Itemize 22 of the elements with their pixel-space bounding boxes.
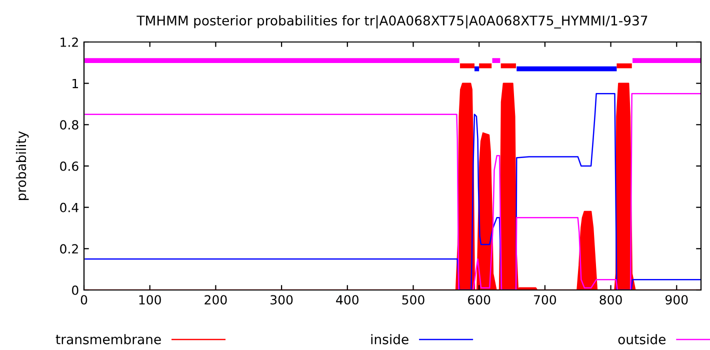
legend-label: transmembrane	[56, 334, 161, 344]
y-tick-label: 1	[72, 78, 78, 88]
y-tick-label: 0.4	[60, 202, 78, 212]
x-tick-label: 400	[336, 295, 358, 305]
x-tick-label: 500	[402, 295, 424, 305]
x-tick-label: 700	[534, 295, 556, 305]
y-tick-label: 0.2	[60, 244, 78, 254]
y-tick-label: 1.2	[60, 37, 78, 47]
legend-label: inside	[371, 334, 408, 344]
chart-title: TMHMM posterior probabilities for tr|A0A068XT75|A0A068XT75_HYMMI/1-937	[136, 15, 648, 28]
legend-label: outside	[618, 334, 666, 344]
y-tick-label: 0.6	[60, 161, 78, 171]
y-axis-title: probability	[16, 131, 29, 200]
x-tick-label: 200	[204, 295, 227, 305]
x-tick-label: 600	[468, 295, 490, 305]
x-tick-label: 0	[80, 295, 88, 305]
x-tick-label: 100	[139, 295, 161, 305]
x-tick-label: 300	[270, 295, 293, 305]
x-tick-label: 800	[600, 295, 622, 305]
y-tick-label: 0	[72, 285, 78, 295]
x-tick-label: 900	[665, 295, 688, 305]
y-tick-label: 0.8	[60, 120, 78, 130]
